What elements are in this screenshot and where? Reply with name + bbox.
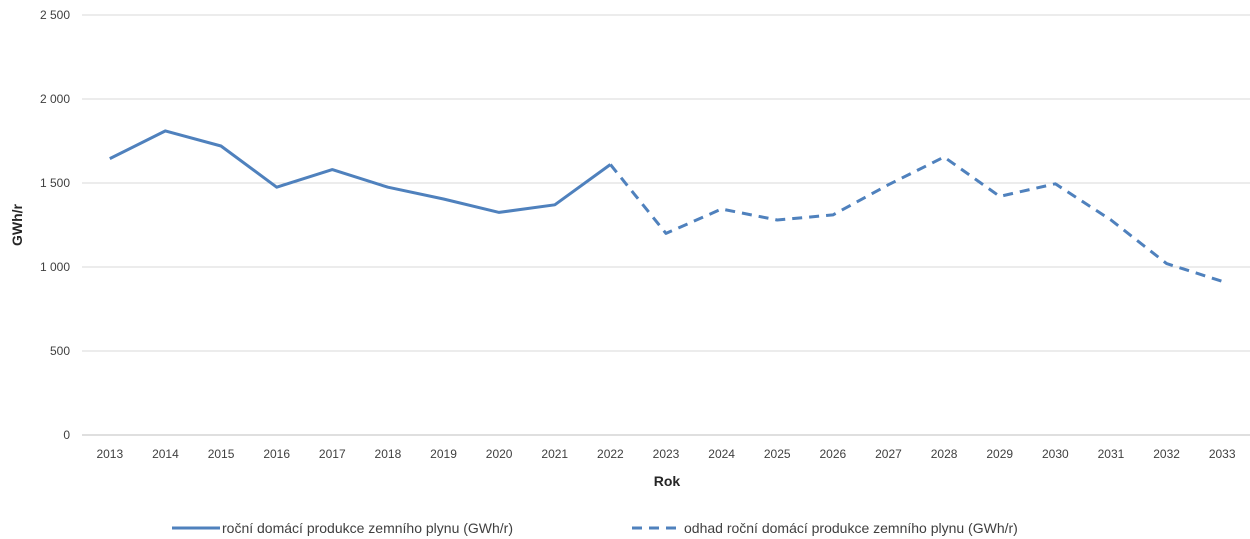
x-tick-label: 2023	[653, 447, 680, 461]
x-tick-label: 2032	[1153, 447, 1180, 461]
x-tick-label: 2025	[764, 447, 791, 461]
x-tick-label: 2019	[430, 447, 457, 461]
x-tick-label: 2026	[820, 447, 847, 461]
y-tick-label: 1 000	[40, 260, 70, 274]
legend: roční domácí produkce zemního plynu (GWh…	[172, 520, 1018, 536]
legend-label-estimate: odhad roční domácí produkce zemního plyn…	[684, 520, 1018, 536]
x-tick-label: 2027	[875, 447, 902, 461]
x-tick-label: 2016	[263, 447, 290, 461]
x-tick-label: 2028	[931, 447, 958, 461]
series-line-actual	[109, 129, 612, 214]
x-tick-label: 2013	[96, 447, 123, 461]
x-tick-label: 2018	[375, 447, 402, 461]
x-tick-label: 2033	[1209, 447, 1236, 461]
series-line-estimate	[609, 155, 1223, 283]
gridlines	[82, 14, 1250, 436]
y-axis-ticks: 0 500 1 000 1 500 2 000 2 500	[40, 8, 70, 442]
x-tick-label: 2017	[319, 447, 346, 461]
x-tick-label: 2030	[1042, 447, 1069, 461]
y-axis-title: GWh/r	[9, 203, 25, 246]
x-tick-label: 2031	[1098, 447, 1125, 461]
series-lines	[109, 129, 1223, 283]
y-tick-label: 500	[50, 344, 70, 358]
x-tick-label: 2015	[208, 447, 235, 461]
x-tick-label: 2024	[708, 447, 735, 461]
x-tick-label: 2020	[486, 447, 513, 461]
x-tick-label: 2014	[152, 447, 179, 461]
y-tick-label: 1 500	[40, 176, 70, 190]
x-axis-title: Rok	[654, 473, 681, 489]
x-axis-ticks: 2013 2014 2015 2016 2017 2018 2019 2020 2021 2022…	[96, 447, 1235, 461]
y-tick-label: 2 000	[40, 92, 70, 106]
y-tick-label: 2 500	[40, 8, 70, 22]
y-tick-label: 0	[63, 428, 70, 442]
x-tick-label: 2021	[541, 447, 568, 461]
legend-label-actual: roční domácí produkce zemního plynu (GWh…	[222, 520, 513, 536]
x-tick-label: 2022	[597, 447, 624, 461]
x-tick-label: 2029	[986, 447, 1013, 461]
